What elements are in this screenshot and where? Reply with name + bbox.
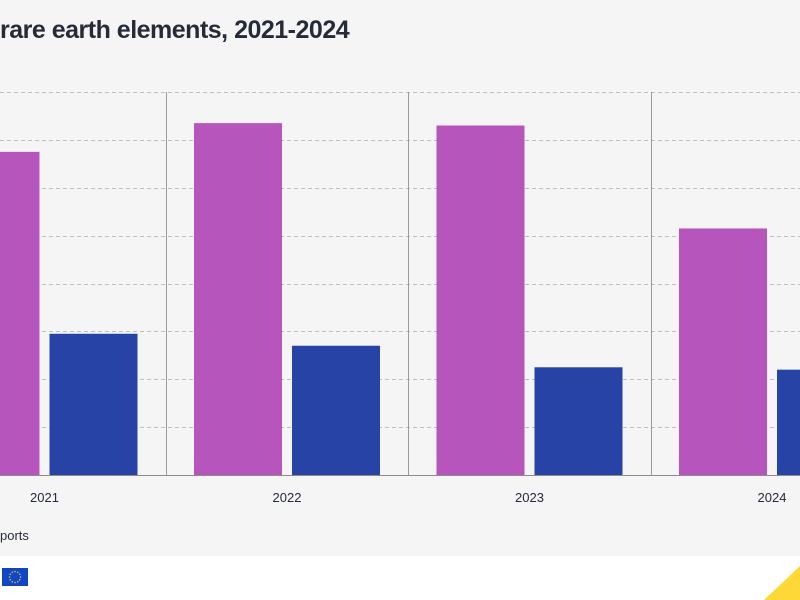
flag-star [19,579,21,581]
bar-2023-s2 [534,367,623,475]
bar-2024-s1 [679,228,767,475]
bar-2021-s2 [49,333,138,475]
legend-label: ports [0,528,29,543]
bars-layer [0,123,800,476]
eu-flag-icon [2,568,28,586]
flag-star [19,576,22,578]
yellow-corner-icon [764,566,800,600]
x-tick-label: 2024 [758,490,787,505]
bar-2021-s1 [0,151,40,475]
flag-star [14,581,16,584]
flag-star [11,581,13,583]
flag-star [9,573,11,575]
flag-star [14,570,16,573]
bar-2023-s1 [436,125,525,475]
legend: ports [0,528,29,543]
flag-star [19,573,21,575]
flag-star [11,571,13,573]
flag-star [17,581,19,583]
flag-star [8,576,11,578]
x-tick-label: 2023 [515,490,544,505]
x-tick-labels: 2021 2022 2023 2024 [30,490,786,505]
year-dividers [166,92,652,475]
flag-star [17,571,19,573]
bar-2024-s2 [777,369,800,475]
bar-chart: 2021 2022 2023 2024 [0,92,800,505]
x-tick-label: 2022 [273,490,302,505]
footer [0,556,800,600]
x-tick-label: 2021 [30,490,59,505]
flag-star [9,579,11,581]
page-title: rare earth elements, 2021-2024 [0,16,350,44]
bar-2022-s1 [194,123,282,476]
bar-2022-s2 [292,345,380,475]
